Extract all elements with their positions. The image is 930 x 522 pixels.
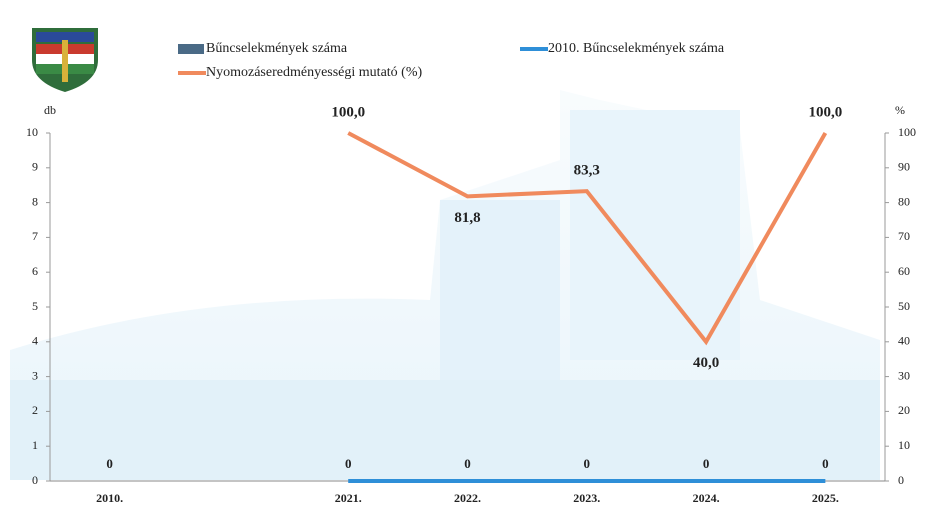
y2-tick-label: 70 — [898, 229, 910, 243]
y2-tick-label: 100 — [898, 125, 916, 139]
y2-tick-label: 40 — [898, 334, 910, 348]
x-tick-label: 2022. — [454, 491, 481, 505]
data-label: 100,0 — [808, 104, 842, 120]
y-tick-label: 2 — [32, 403, 38, 417]
data-label: 40,0 — [693, 355, 719, 371]
y-tick-label: 9 — [32, 160, 38, 174]
data-label: 83,3 — [574, 163, 600, 179]
y-tick-label: 7 — [32, 229, 38, 243]
y2-tick-label: 20 — [898, 403, 910, 417]
x-tick-label: 2010. — [96, 491, 123, 505]
y-tick-label: 5 — [32, 299, 38, 313]
y2-tick-label: 30 — [898, 368, 910, 382]
data-label: 0 — [464, 456, 471, 471]
logo — [32, 28, 98, 92]
y2-tick-label: 0 — [898, 473, 904, 487]
y-tick-label: 6 — [32, 264, 38, 278]
legend-label: Bűncselekmények száma — [206, 41, 348, 56]
data-label: 81,8 — [454, 210, 480, 226]
y2-tick-label: 60 — [898, 264, 910, 278]
legend-label: Nyomozáseredményességi mutató (%) — [206, 65, 422, 80]
legend-swatch — [178, 44, 204, 54]
line — [347, 131, 828, 346]
y2-tick-label: 50 — [898, 299, 910, 313]
data-label: 100,0 — [331, 104, 365, 120]
y2-tick-label: 80 — [898, 194, 910, 208]
y-tick-label: 8 — [32, 194, 38, 208]
background-image — [10, 90, 880, 480]
legend-label: 2010. Bűncselekmények száma — [548, 41, 725, 56]
x-tick-label: 2023. — [573, 491, 600, 505]
data-label: 0 — [106, 456, 113, 471]
y-tick-label: 4 — [32, 334, 38, 348]
data-label: 0 — [345, 456, 352, 471]
y-axis-label: db — [44, 103, 56, 117]
y-tick-label: 1 — [32, 438, 38, 452]
y2-tick-label: 90 — [898, 160, 910, 174]
data-label: 0 — [822, 456, 829, 471]
y2-tick-label: 10 — [898, 438, 910, 452]
data-label: 0 — [703, 456, 710, 471]
data-label: 0 — [584, 456, 591, 471]
y-tick-label: 10 — [26, 125, 38, 139]
x-tick-label: 2024. — [693, 491, 720, 505]
y-tick-label: 3 — [32, 368, 38, 382]
y-tick-label: 0 — [32, 473, 38, 487]
x-tick-label: 2021. — [335, 491, 362, 505]
y2-axis-label: % — [895, 103, 905, 117]
x-tick-label: 2025. — [812, 491, 839, 505]
